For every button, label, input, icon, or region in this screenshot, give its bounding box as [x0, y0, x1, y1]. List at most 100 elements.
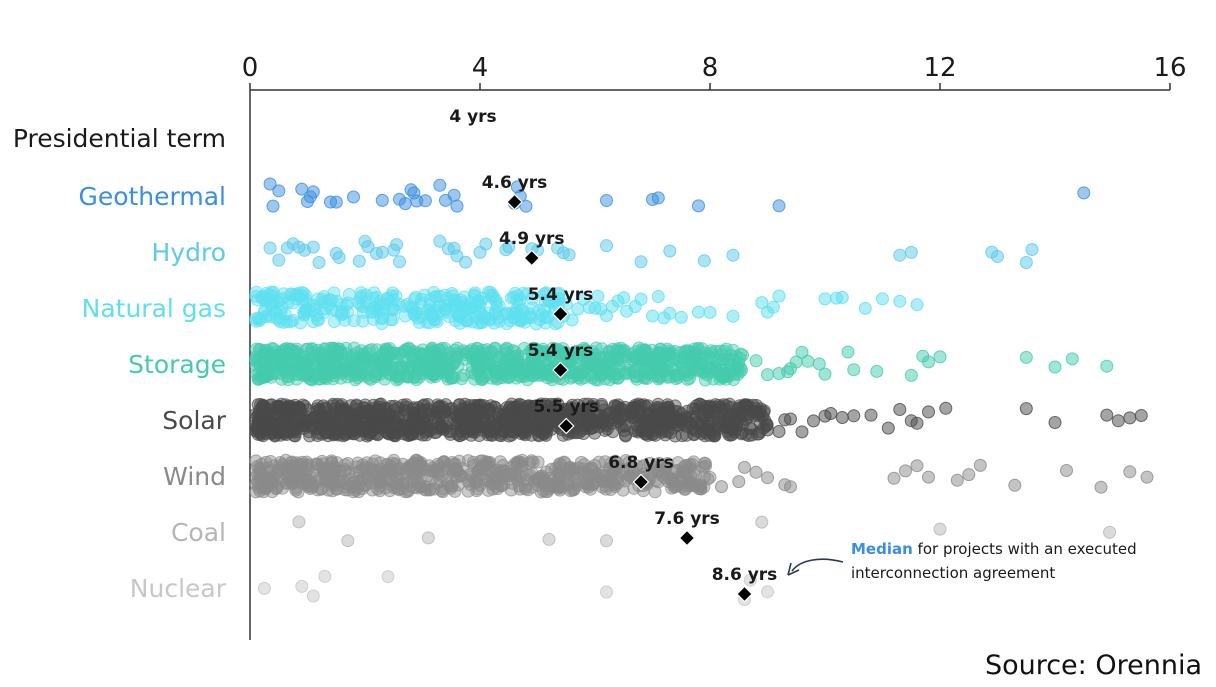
point — [356, 462, 370, 476]
point — [306, 185, 320, 199]
point — [933, 522, 947, 536]
point — [376, 361, 390, 375]
point — [772, 425, 786, 438]
annotation-line-1-rest: for projects with an executed — [913, 540, 1137, 558]
point — [367, 286, 381, 300]
point — [306, 240, 320, 254]
point — [991, 250, 1004, 263]
median-label-natural-gas: 5.4 yrs — [528, 285, 594, 305]
point — [1123, 465, 1137, 479]
point — [272, 253, 286, 267]
point — [749, 406, 763, 420]
point — [962, 468, 976, 482]
point — [659, 471, 673, 485]
point — [552, 480, 566, 494]
point — [1060, 464, 1073, 477]
point — [322, 415, 336, 429]
point — [674, 310, 688, 324]
point — [352, 254, 366, 268]
point — [481, 285, 495, 299]
point — [249, 411, 263, 425]
point — [835, 411, 849, 424]
point — [812, 357, 826, 371]
point — [597, 359, 611, 373]
point — [606, 342, 620, 356]
point — [271, 464, 285, 478]
point — [692, 199, 705, 213]
point — [450, 249, 464, 263]
point — [471, 295, 485, 309]
category-label-presidential-term: Presidential term — [13, 124, 226, 153]
point — [503, 362, 517, 376]
series-nuclear — [257, 569, 774, 607]
point — [390, 238, 404, 252]
point — [413, 348, 427, 361]
point — [910, 416, 924, 430]
point — [447, 188, 461, 202]
point — [706, 365, 720, 379]
project-points — [249, 177, 1154, 607]
point — [318, 569, 332, 583]
point — [260, 343, 274, 357]
point — [479, 237, 493, 251]
point — [671, 371, 685, 384]
point — [539, 465, 553, 479]
point — [474, 307, 488, 321]
point — [312, 256, 326, 269]
point — [600, 585, 613, 599]
point — [288, 464, 302, 478]
point — [525, 291, 539, 305]
point — [508, 351, 522, 365]
point — [709, 352, 723, 366]
point — [784, 480, 797, 494]
point — [749, 354, 763, 368]
point — [465, 365, 479, 379]
point — [450, 299, 464, 312]
point — [562, 248, 576, 262]
point — [738, 408, 752, 422]
point — [529, 345, 543, 359]
point — [696, 460, 710, 474]
median-marker-coal — [678, 529, 696, 547]
point — [651, 290, 665, 303]
point — [722, 353, 736, 367]
point — [697, 254, 711, 268]
point — [273, 354, 287, 368]
point — [286, 296, 300, 310]
point — [726, 309, 740, 323]
point — [1019, 256, 1033, 269]
point — [362, 344, 376, 357]
point — [542, 532, 556, 546]
point — [433, 408, 447, 422]
point — [376, 416, 390, 430]
point — [502, 240, 516, 254]
point — [259, 294, 273, 308]
point — [298, 356, 312, 370]
point — [408, 292, 421, 306]
point — [295, 579, 309, 593]
point — [729, 423, 743, 436]
point — [308, 302, 322, 316]
x-tick-label: 0 — [242, 53, 259, 83]
point — [600, 534, 613, 548]
point — [693, 357, 707, 370]
point — [634, 292, 648, 306]
point — [390, 419, 404, 433]
point — [641, 399, 655, 413]
point — [275, 414, 289, 428]
point — [327, 286, 341, 300]
point — [256, 355, 270, 369]
point — [507, 401, 521, 415]
point — [553, 468, 567, 482]
point — [755, 296, 769, 310]
point — [445, 407, 458, 421]
point — [613, 411, 627, 425]
point — [847, 363, 861, 377]
point — [559, 297, 573, 311]
median-label-coal: 7.6 yrs — [654, 509, 720, 529]
point — [858, 301, 872, 315]
point — [646, 427, 660, 441]
point — [515, 422, 529, 436]
point — [529, 317, 543, 331]
point — [253, 467, 267, 481]
